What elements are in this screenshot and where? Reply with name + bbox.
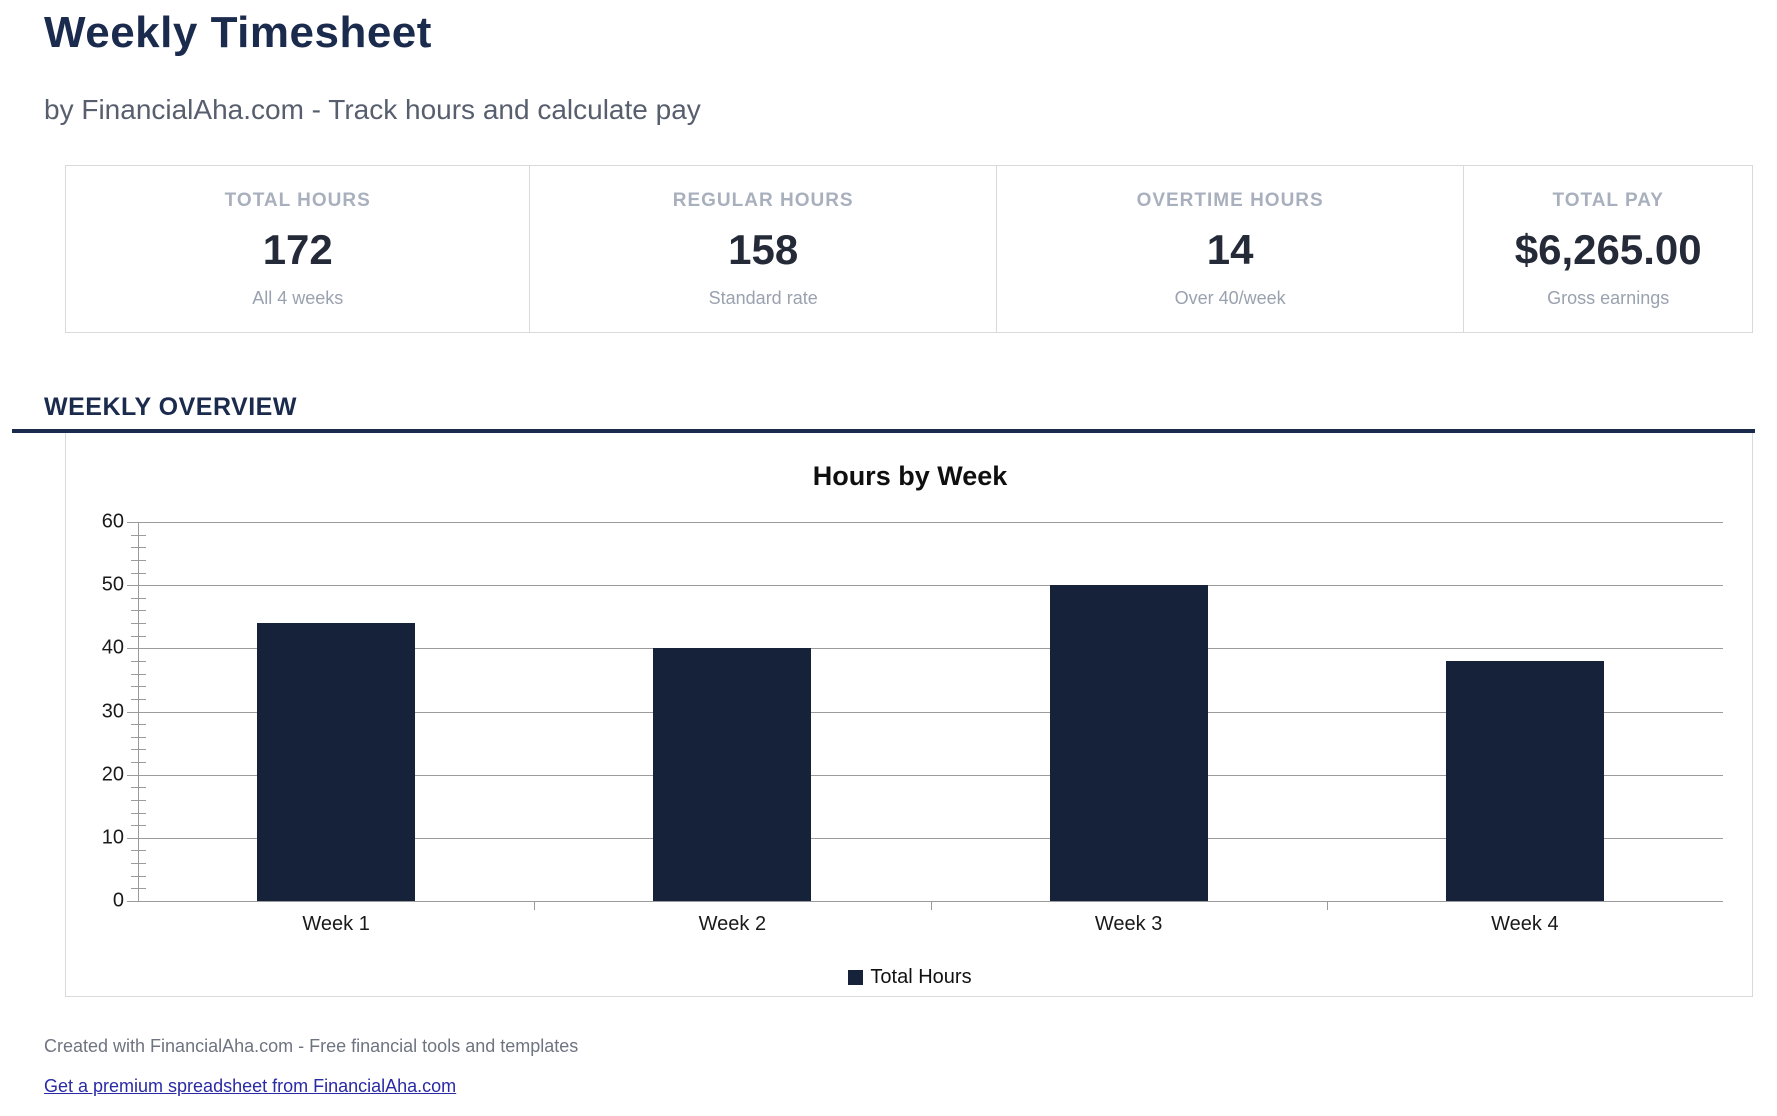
y-gridline <box>138 837 1723 839</box>
stat-card-total-pay: TOTAL PAY $6,265.00 Gross earnings <box>1464 166 1752 332</box>
section-divider-rule <box>12 429 1755 433</box>
stat-value: 172 <box>262 225 333 273</box>
stat-label: TOTAL HOURS <box>224 189 371 211</box>
y-tick-label: 60 <box>101 510 124 533</box>
bar-week-2 <box>653 648 812 901</box>
y-minor-tick <box>131 547 146 549</box>
y-minor-tick <box>131 698 146 700</box>
y-minor-tick <box>131 673 146 675</box>
y-minor-tick <box>131 787 146 789</box>
y-tick-label: 50 <box>101 573 124 596</box>
footer-credit-text: Created with FinancialAha.com - Free fin… <box>44 1036 579 1056</box>
stat-label: TOTAL PAY <box>1552 189 1664 211</box>
y-major-tick <box>127 901 138 902</box>
stat-label: OVERTIME HOURS <box>1136 189 1324 211</box>
stat-card-overtime-hours: OVERTIME HOURS 14 Over 40/week <box>997 166 1465 332</box>
x-tick-label: Week 4 <box>1491 913 1559 935</box>
y-minor-tick <box>131 736 146 738</box>
x-boundary-tick <box>930 901 932 910</box>
stat-card-regular-hours: REGULAR HOURS 158 Standard rate <box>530 166 997 332</box>
y-tick-label: 20 <box>101 763 124 786</box>
y-minor-tick <box>131 686 146 688</box>
y-gridline <box>138 774 1723 776</box>
y-minor-tick <box>131 812 146 814</box>
y-gridline <box>138 585 1723 587</box>
y-minor-tick <box>131 762 146 764</box>
bar-week-1 <box>257 623 416 901</box>
y-minor-tick <box>131 597 146 599</box>
y-minor-tick <box>131 724 146 726</box>
y-tick-label: 0 <box>112 889 124 912</box>
x-boundary-tick <box>1326 901 1328 910</box>
y-minor-tick <box>131 888 146 890</box>
y-minor-tick <box>131 875 146 877</box>
y-minor-tick <box>131 572 146 574</box>
stat-subtext: All 4 weeks <box>252 287 344 308</box>
stats-summary-row: TOTAL HOURS 172 All 4 weeks REGULAR HOUR… <box>65 165 1753 333</box>
y-minor-tick <box>131 635 146 637</box>
chart-legend: Total Hours <box>66 966 1754 989</box>
y-tick-label: 30 <box>101 700 124 722</box>
y-major-tick <box>127 837 138 839</box>
x-boundary-tick <box>534 901 536 910</box>
y-minor-tick <box>131 749 146 751</box>
y-tick-label: 40 <box>101 636 124 659</box>
stat-subtext: Gross earnings <box>1547 287 1670 308</box>
stat-label: REGULAR HOURS <box>672 189 854 211</box>
y-major-tick <box>127 585 138 587</box>
y-gridline <box>138 648 1723 650</box>
bar-week-4 <box>1445 660 1604 901</box>
stat-value: $6,265.00 <box>1514 225 1702 273</box>
y-minor-tick <box>131 559 146 561</box>
stat-subtext: Over 40/week <box>1174 287 1286 308</box>
y-minor-tick <box>131 850 146 852</box>
section-title-weekly-overview: WEEKLY OVERVIEW <box>44 393 297 421</box>
y-major-tick <box>127 648 138 650</box>
chart-title: Hours by Week <box>812 461 1008 491</box>
legend-swatch <box>848 970 864 985</box>
x-tick-label: Week 2 <box>698 913 767 935</box>
y-minor-tick <box>131 534 146 536</box>
y-minor-tick <box>131 863 146 865</box>
page-title: Weekly Timesheet <box>44 8 432 57</box>
y-major-tick <box>127 774 138 776</box>
stat-value: 14 <box>1206 225 1254 273</box>
y-gridline <box>138 711 1723 713</box>
x-tick-label: Week 1 <box>302 913 370 935</box>
y-minor-tick <box>131 623 146 625</box>
x-tick-label: Week 3 <box>1094 913 1163 935</box>
y-major-tick <box>127 522 138 523</box>
legend-label: Total Hours <box>870 966 972 988</box>
page-subtitle: by FinancialAha.com - Track hours and ca… <box>44 94 701 125</box>
y-minor-tick <box>131 825 146 827</box>
bar-week-3 <box>1049 585 1208 901</box>
stat-subtext: Standard rate <box>708 287 818 308</box>
y-tick-label: 10 <box>101 826 124 849</box>
chart-plot-area: 0 10 20 30 40 50 60 Week 1 Week 2 Week 3 Week 4 <box>102 511 1723 935</box>
y-minor-tick <box>131 799 146 801</box>
stat-card-total-hours: TOTAL HOURS 172 All 4 weeks <box>66 166 531 332</box>
y-minor-tick <box>131 660 146 662</box>
stat-value: 158 <box>728 225 799 273</box>
y-major-tick <box>127 711 138 713</box>
premium-spreadsheet-link[interactable]: Get a premium spreadsheet from Financial… <box>44 1076 457 1096</box>
hours-by-week-chart: Hours by Week 0 10 20 30 40 50 60 Week 1 Week 2 W… <box>65 433 1753 997</box>
y-gridline <box>138 522 1723 523</box>
y-minor-tick <box>131 610 146 612</box>
